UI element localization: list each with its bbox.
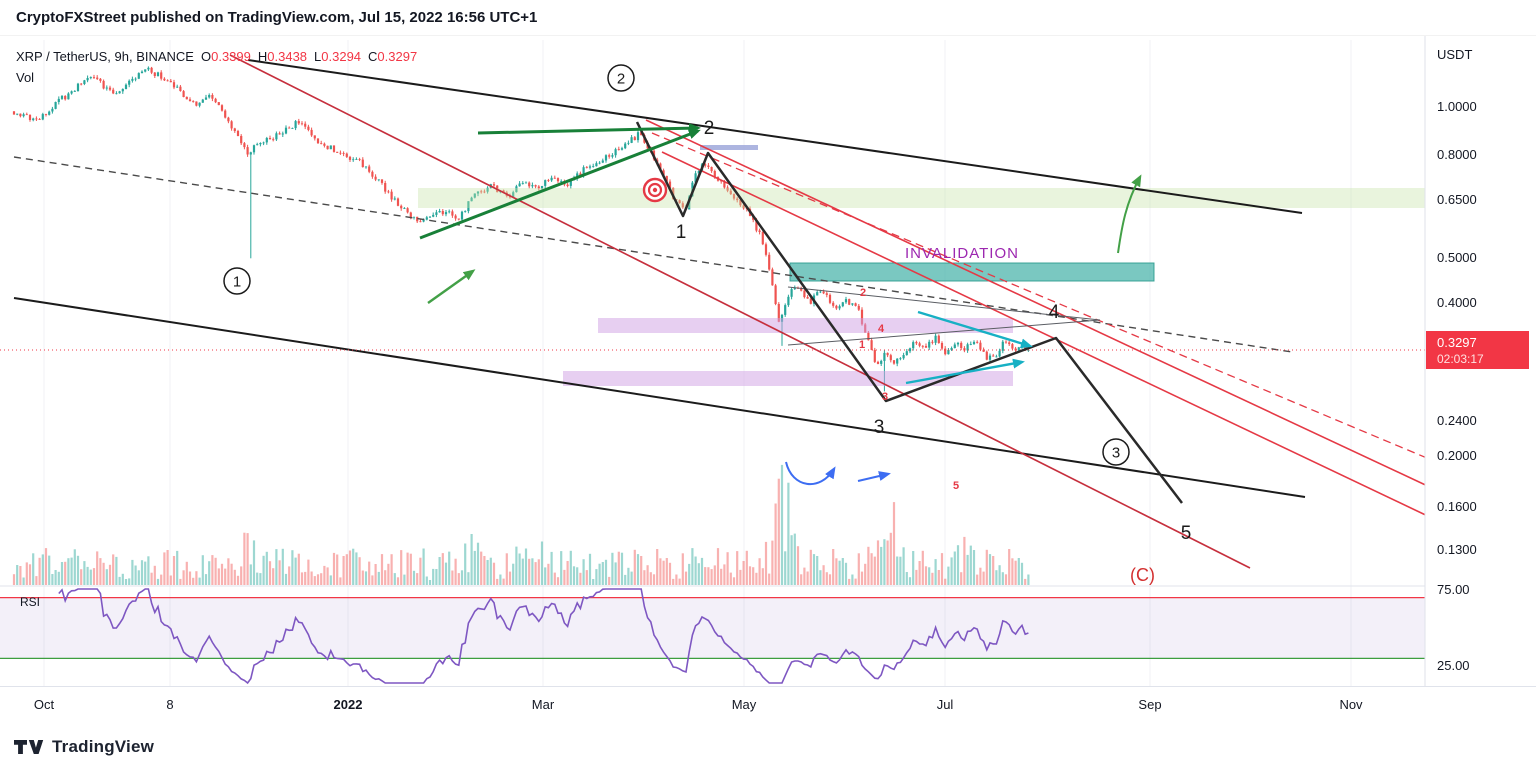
blue-small-arrow <box>857 471 891 482</box>
support-zone-lower <box>563 371 1013 386</box>
resistance-band-green <box>418 188 1426 208</box>
time-axis[interactable]: Oct 8 2022 Mar May Jul Sep Nov <box>0 686 1536 724</box>
red-channel-lower <box>661 151 1435 520</box>
circled-wave-number: 2 <box>617 71 625 88</box>
wave-number: 3 <box>874 417 885 438</box>
time-axis-label: May <box>731 697 757 712</box>
price-chart[interactable]: 1 2 3 1 2 3 4 5 2 1 4 3 5 INVALIDATION (C) RSI USDT 1.000… <box>0 36 1536 686</box>
price-axis-label: 0.2400 <box>1437 413 1477 428</box>
tradingview-footer: TradingView <box>0 724 1536 770</box>
time-axis-label: Mar <box>531 697 555 712</box>
price-axis-label: 1.0000 <box>1437 99 1477 114</box>
teal-pennant-lower-arrow <box>905 358 1025 385</box>
sub-wave-number: 1 <box>859 339 865 351</box>
arrows <box>419 123 1142 485</box>
black-channel-upper <box>247 59 1303 214</box>
rsi-pane-label: RSI <box>20 595 40 609</box>
price-axis-label: 0.5000 <box>1437 250 1477 265</box>
price-axis-label: 75.00 <box>1437 582 1470 597</box>
wave-labels: 1 2 3 1 2 3 4 5 2 1 4 3 5 INVALIDATION (C) <box>223 64 1192 585</box>
circled-wave-marker <box>223 267 251 295</box>
sub-wave-number: 3 <box>882 391 888 403</box>
rsi-line <box>58 588 1029 685</box>
price-axis-label: 0.6500 <box>1437 192 1477 207</box>
separators <box>0 36 1536 686</box>
teal-pennant-upper-arrow <box>917 310 1033 349</box>
red-channel-median-dashed <box>651 132 1435 462</box>
tradingview-logo-icon[interactable] <box>14 738 44 756</box>
elliott-wave-zigzag <box>635 121 1183 504</box>
time-axis-label: 8 <box>166 697 174 712</box>
attribution-bar: CryptoFXStreet published on TradingView.… <box>0 0 1536 36</box>
bar-countdown: 02:03:17 <box>1437 352 1484 366</box>
attribution-text: CryptoFXStreet published on TradingView.… <box>16 9 538 26</box>
green-curved-arrow <box>1117 174 1142 254</box>
circled-wave-marker <box>607 64 635 92</box>
time-axis-label: Jul <box>936 697 954 712</box>
price-axis-unit: USDT <box>1437 47 1472 62</box>
red-channel-upper <box>645 119 1435 490</box>
price-axis-label: 0.2000 <box>1437 448 1477 463</box>
price-axis-label: 0.4000 <box>1437 295 1477 310</box>
blue-curved-arrow <box>785 461 836 485</box>
highlight-zones <box>418 145 1426 386</box>
time-axis-label: Nov <box>1339 697 1363 712</box>
volume-bars <box>12 464 1030 585</box>
support-zone-upper <box>598 318 1013 333</box>
black-channel-lower <box>13 297 1306 498</box>
price-axis[interactable]: USDT 1.0000 0.8000 0.6500 0.5000 0.4000 0.2400… <box>1426 47 1529 673</box>
wave-c-label: (C) <box>1130 565 1155 585</box>
sub-wave-number: 4 <box>878 323 885 335</box>
red-long-trendline <box>229 54 1251 569</box>
current-price-value: 0.3297 <box>1437 335 1477 350</box>
trend-lines <box>0 54 1435 569</box>
time-axis-label: Sep <box>1138 697 1162 712</box>
sub-wave-number: 2 <box>860 287 866 299</box>
triangle-lower-line <box>787 319 1101 346</box>
rsi-pane: RSI <box>0 588 1425 685</box>
blue-level-segment <box>700 145 758 150</box>
price-axis-label: 0.8000 <box>1437 147 1477 162</box>
wave-number: 5 <box>1181 523 1192 544</box>
circled-wave-number: 3 <box>1112 445 1120 462</box>
price-axis-label: 25.00 <box>1437 658 1470 673</box>
time-axis-label: Oct <box>33 697 55 712</box>
tradingview-brand-text[interactable]: TradingView <box>52 737 155 756</box>
circled-wave-marker <box>1102 438 1130 466</box>
triangle-upper-line <box>787 286 1101 321</box>
candlestick-series <box>12 66 1030 392</box>
green-trendline-arrow <box>419 129 701 240</box>
price-axis-label: 0.1300 <box>1437 542 1477 557</box>
target-icon <box>642 177 668 203</box>
current-price-badge <box>1426 331 1529 369</box>
chart-area[interactable]: 1 2 3 1 2 3 4 5 2 1 4 3 5 INVALIDATION (C) RSI USDT 1.000… <box>0 36 1536 686</box>
time-axis-label: 2022 <box>333 697 363 712</box>
green-horizontal-arrow <box>477 123 701 135</box>
wave-number: 2 <box>704 118 715 139</box>
invalidation-label: INVALIDATION <box>905 245 1019 262</box>
wave-number: 4 <box>1049 302 1060 323</box>
sub-wave-number: 5 <box>953 480 959 492</box>
gridlines <box>43 40 1352 686</box>
wave-number: 1 <box>676 222 687 243</box>
green-small-arrow <box>427 269 476 304</box>
price-axis-label: 0.1600 <box>1437 499 1477 514</box>
circled-wave-number: 1 <box>233 274 241 291</box>
